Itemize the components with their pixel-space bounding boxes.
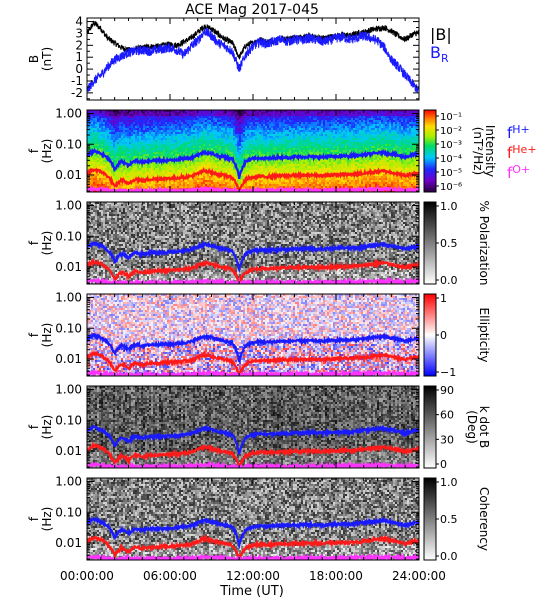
gyro-line-he	[87, 257, 419, 284]
colorbar-label: % Polarization	[477, 201, 491, 286]
x-tick-label: 18:00:00	[309, 569, 363, 583]
gyro-line-h	[87, 332, 419, 363]
y-tick-label: 0.10	[55, 321, 82, 335]
colorbar	[423, 109, 437, 193]
colorbar-tick-label: 1.0	[440, 200, 458, 213]
colorbar-unit: (nT²/Hz)	[471, 127, 485, 175]
y-axis-title: f	[27, 332, 41, 337]
y-tick-label: 0.01	[55, 260, 82, 274]
y-axis-unit: (Hz)	[40, 231, 54, 256]
y-tick-label: 1.00	[55, 107, 82, 121]
y-axis-unit: (Hz)	[40, 507, 54, 532]
panel-4: 1.00 0.10 0.01 1 0 −1 Ellipticity f (Hz)	[27, 291, 491, 379]
series-line-b-r	[87, 27, 419, 93]
y-axis-title: B	[27, 55, 41, 63]
colorbar	[423, 385, 437, 469]
gyro-line-he	[87, 349, 419, 376]
colorbar-tick-label: 10⁻⁶	[440, 182, 462, 193]
figure-title: ACE Mag 2017-045	[185, 2, 319, 18]
colorbar	[423, 293, 437, 377]
y-axis-unit: (Hz)	[40, 323, 54, 348]
y-tick-label: 0.10	[55, 413, 82, 427]
y-axis-unit: (Hz)	[40, 415, 54, 440]
legend-entry: fO+	[507, 163, 530, 182]
gyro-line-he	[87, 166, 419, 192]
y-tick-label: 1.00	[55, 199, 82, 213]
x-tick-label: 06:00:00	[143, 569, 197, 583]
legend-entry: BR	[430, 43, 449, 65]
colorbar-tick-label: 1	[440, 292, 447, 305]
y-tick-label: 0.10	[55, 137, 82, 151]
gyro-line-he	[87, 534, 419, 560]
colorbar-tick-label: 30	[440, 433, 454, 446]
colorbar-tick-label: 90	[440, 384, 454, 397]
y-tick-label: 0.01	[55, 444, 82, 458]
colorbar-unit: (Deg)	[465, 410, 479, 444]
colorbar-tick-label: 0.0	[440, 274, 458, 287]
x-tick-label: 12:00:00	[226, 569, 280, 583]
panel-3: 1.00 0.10 0.01 1.0 0.5 0.0 % Polarization f (Hz)	[27, 199, 491, 287]
colorbar-label: Ellipticity	[477, 308, 491, 363]
y-tick-label: 0.10	[55, 229, 82, 243]
colorbar-tick-label: 0.0	[440, 550, 458, 563]
y-axis-unit: (Hz)	[40, 139, 54, 164]
colorbar-tick-label: 0	[440, 458, 447, 471]
legend-entry: fH+	[507, 123, 530, 142]
legend-entry: |B|	[430, 25, 452, 44]
panel-6: 1.00 0.10 0.01 1.0 0.5 0.0 Coherency f (Hz)	[27, 475, 491, 563]
gyro-line-h	[87, 147, 419, 179]
colorbar-tick-label: 10⁻⁵	[440, 168, 462, 179]
y-tick-label: 1.00	[55, 291, 82, 305]
panel-2: 1.00 0.10 0.01 10⁻¹ 10⁻² 10⁻³ 10⁻⁴ 10⁻⁵ 10⁻⁶ Inte…	[27, 107, 537, 193]
y-tick-label: 1	[75, 50, 83, 64]
gyro-line-h	[87, 423, 419, 455]
y-axis-title: f	[27, 424, 41, 429]
y-tick-label: 1.00	[55, 475, 82, 489]
colorbar	[423, 201, 437, 285]
y-tick-label: 0.10	[55, 505, 82, 519]
y-tick-label: -1	[71, 74, 83, 88]
y-axis-title: f	[27, 516, 41, 521]
colorbar-label: Coherency	[477, 487, 491, 551]
x-tick-label: 24:00:00	[392, 569, 446, 583]
y-tick-label: 0	[75, 62, 83, 76]
y-tick-label: 1.00	[55, 383, 82, 397]
y-tick-label: 0.01	[55, 168, 82, 182]
colorbar-tick-label: 1.0	[440, 476, 458, 489]
x-tick-label: 00:00:00	[60, 569, 114, 583]
y-axis-title: f	[27, 148, 41, 153]
legend-entry: fHe+	[507, 143, 537, 162]
panel-5: 1.00 0.10 0.01 90 60 30 0 k dot B(Deg) f (Hz)	[27, 383, 491, 471]
x-axis-title: Time (UT)	[219, 584, 284, 599]
colorbar	[423, 477, 437, 561]
colorbar-tick-label: 10⁻⁴	[440, 154, 462, 165]
colorbar-tick-label: 10⁻²	[440, 126, 462, 137]
colorbar-tick-label: 0.5	[440, 513, 458, 526]
colorbar-tick-label: 10⁻³	[440, 140, 462, 151]
colorbar-tick-label: 0	[440, 329, 447, 342]
y-tick-label: 0.01	[55, 536, 82, 550]
y-tick-label: 2	[75, 38, 83, 52]
y-tick-label: 3	[75, 26, 83, 40]
y-axis-title: f	[27, 240, 41, 245]
colorbar-tick-label: 10⁻¹	[440, 112, 462, 123]
gyro-line-h	[87, 515, 419, 550]
y-tick-label: -2	[71, 86, 83, 100]
colorbar-label: Intensity	[483, 125, 497, 177]
colorbar-tick-label: −1	[440, 366, 456, 379]
y-tick-label: 0.01	[55, 352, 82, 366]
colorbar-tick-label: 60	[440, 409, 454, 422]
y-tick-label: 4	[75, 15, 83, 29]
gyro-line-h	[87, 239, 419, 274]
colorbar-tick-label: 0.5	[440, 237, 458, 250]
colorbar-label: k dot B	[477, 406, 491, 448]
y-axis-unit: (nT)	[40, 47, 54, 71]
gyro-line-he	[87, 440, 419, 468]
